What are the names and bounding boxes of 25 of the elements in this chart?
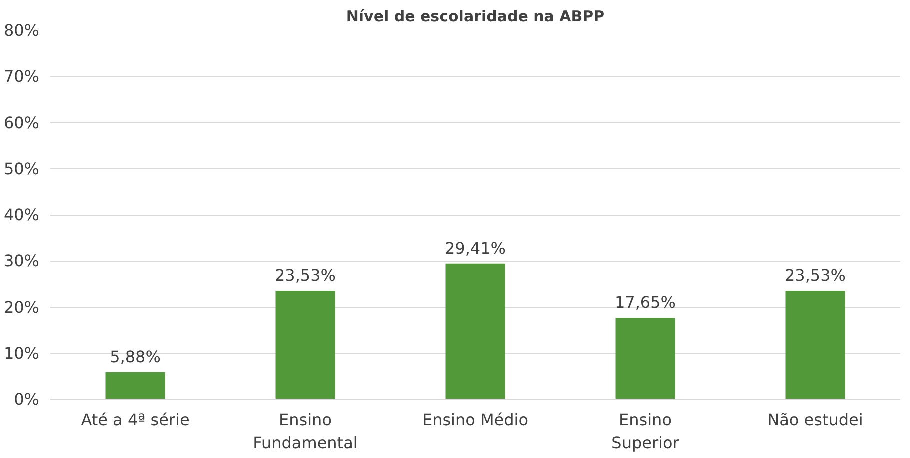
x-tick-label: Ensino Superior [612,410,680,452]
data-label: 17,65% [614,293,676,312]
data-label: 29,41% [444,238,506,258]
x-tick-label: Ensino Médio [422,410,529,430]
bar [106,372,166,400]
data-label: 23,53% [274,266,336,285]
y-tick-label: 30% [4,252,40,271]
bar [786,290,846,400]
x-tick-label: Ensino Fundamental [253,410,358,452]
x-tick-label: Até a 4ª série [81,410,190,430]
y-tick-label: 40% [4,206,40,224]
bar [276,290,336,400]
bar [446,264,506,400]
y-tick-label: 70% [4,67,40,86]
y-tick-label: 80% [4,21,40,40]
y-tick-label: 20% [4,298,40,317]
bar [616,318,676,400]
chart-title: Nível de escolaridade na ABPP [346,8,605,26]
y-tick-label: 0% [14,390,40,409]
data-label: 23,53% [784,266,846,285]
y-tick-label: 50% [4,159,40,178]
x-tick-label: Não estudei [768,410,864,430]
y-tick-label: 10% [4,344,40,363]
data-label: 5,88% [110,347,161,366]
y-tick-label: 60% [4,113,40,132]
